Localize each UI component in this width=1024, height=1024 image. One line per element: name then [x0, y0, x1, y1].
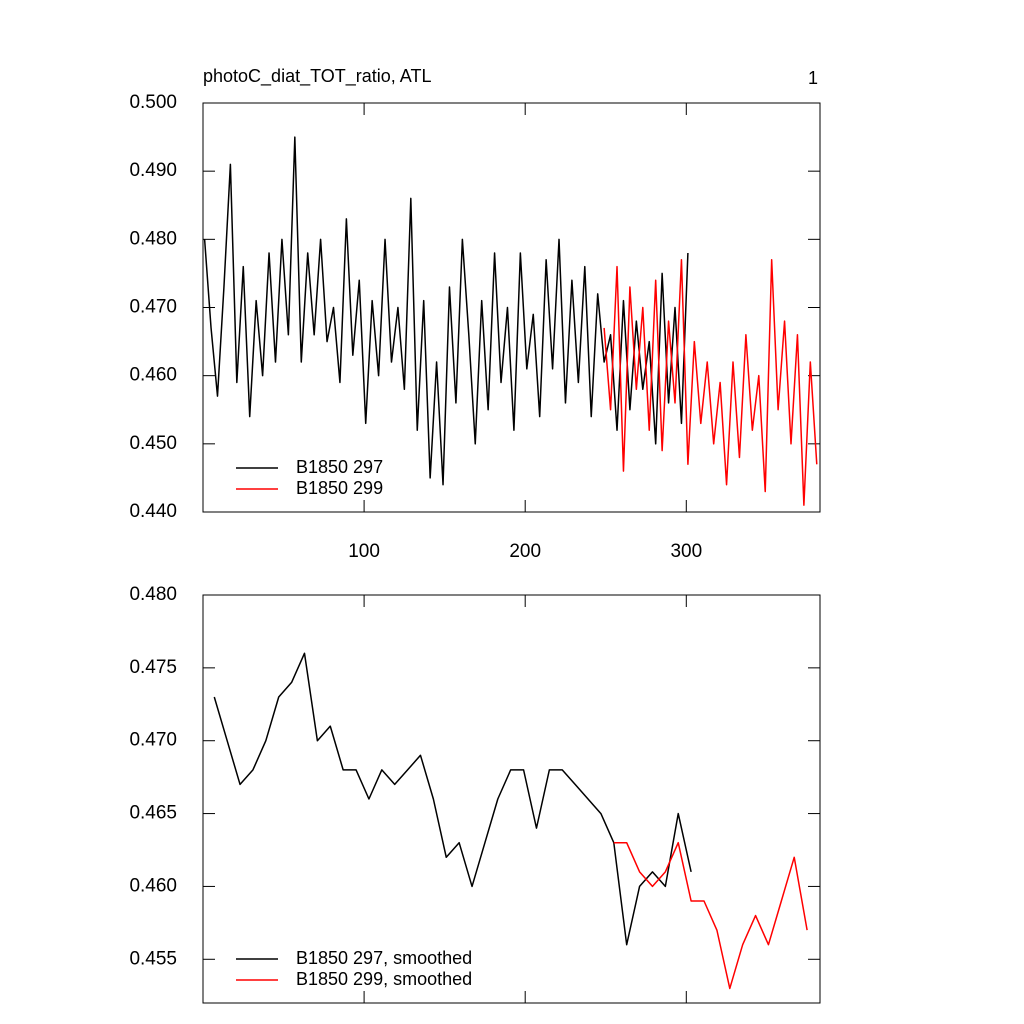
y-tick-label: 0.460 — [129, 365, 177, 386]
y-tick-label: 0.450 — [129, 433, 177, 454]
legend-label: B1850 299, smoothed — [296, 969, 472, 989]
y-tick-label: 0.470 — [129, 297, 177, 318]
y-tick-label: 0.470 — [129, 730, 177, 751]
x-tick-label: 300 — [670, 541, 702, 562]
y-tick-label: 0.460 — [129, 875, 177, 896]
x-tick-label: 100 — [348, 541, 380, 562]
x-tick-label: 200 — [509, 541, 541, 562]
legend-label: B1850 297, smoothed — [296, 948, 472, 968]
legend-label: B1850 299 — [296, 478, 383, 498]
y-tick-label: 0.455 — [129, 948, 177, 969]
y-tick-label: 0.500 — [129, 92, 177, 113]
y-tick-label: 0.480 — [129, 584, 177, 605]
y-tick-label: 0.465 — [129, 803, 177, 824]
data-line — [213, 652, 692, 946]
data-line — [603, 259, 818, 506]
data-line — [203, 136, 689, 486]
legend-label: B1850 297 — [296, 457, 383, 477]
y-tick-label: 0.480 — [129, 228, 177, 249]
data-line — [613, 841, 808, 990]
chart-title: photoC_diat_TOT_ratio, ATL — [203, 66, 431, 87]
plot-frame — [202, 594, 821, 1004]
y-tick-label: 0.440 — [129, 501, 177, 522]
corner-label: 1 — [808, 68, 818, 88]
y-tick-label: 0.490 — [129, 160, 177, 181]
y-tick-label: 0.475 — [129, 657, 177, 678]
